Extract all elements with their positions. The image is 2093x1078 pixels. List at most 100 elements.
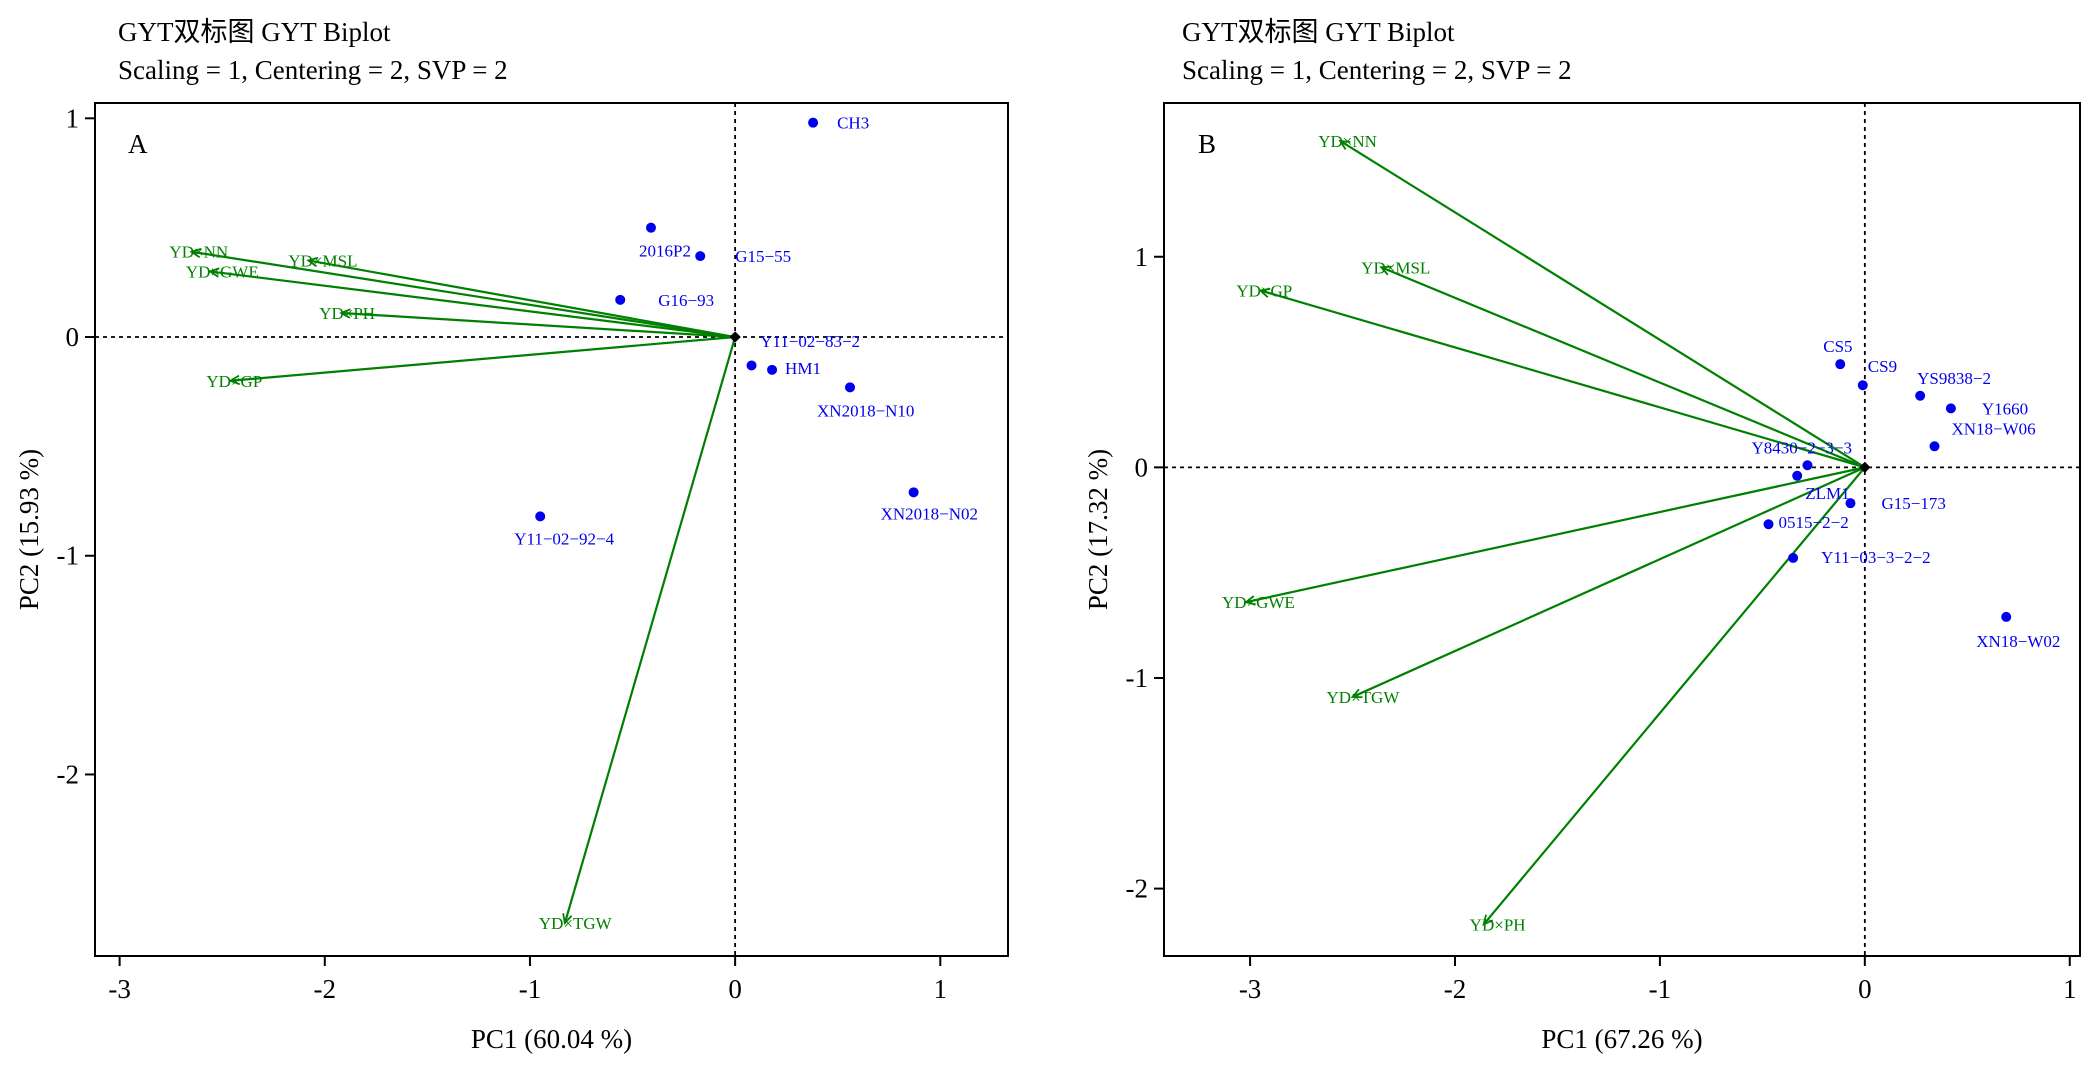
trait-vector — [1339, 139, 1866, 469]
trait-vector — [308, 259, 736, 339]
genotype-label: G15−55 — [735, 247, 791, 266]
trait-arrowhead — [1243, 595, 1256, 606]
x-tick-label: 1 — [934, 974, 948, 1004]
trait-label: YD×NN — [169, 243, 228, 262]
trait-label: YD×PH — [1470, 915, 1526, 934]
trait-label: YD×TGW — [539, 914, 613, 933]
y-tick-label: -2 — [57, 759, 80, 789]
trait-arrowhead — [228, 374, 241, 386]
y-tick-label: -1 — [1126, 663, 1149, 693]
genotype-label: 0515−2−2 — [1779, 513, 1849, 532]
x-tick-label: -1 — [519, 974, 542, 1004]
trait-label: YD×GP — [206, 372, 262, 391]
genotype-point — [1845, 498, 1856, 509]
x-tick-label: -2 — [314, 974, 337, 1004]
genotype-label: Y11−02−92−4 — [514, 529, 614, 548]
panel-letter: B — [1198, 129, 1216, 159]
genotype-label: G15−173 — [1881, 494, 1945, 513]
genotype-label: XN18−W02 — [1976, 632, 2060, 651]
genotype-label: CS9 — [1868, 357, 1897, 376]
trait-vector — [191, 250, 736, 339]
trait-label: YD×MSL — [1361, 258, 1430, 277]
panel-letter: A — [128, 129, 148, 159]
trait-vector — [1482, 466, 1866, 926]
genotype-label: Y8430−2−3−3 — [1751, 438, 1852, 457]
plot-frame — [1163, 102, 2081, 957]
y-tick-label: 0 — [1135, 452, 1149, 482]
trait-label: YD×TGW — [1327, 688, 1401, 707]
genotype-label: G16−93 — [658, 291, 714, 310]
y-tick-label: 1 — [66, 103, 80, 133]
genotype-point — [1792, 470, 1803, 481]
genotype-point — [1763, 519, 1774, 530]
genotype-point — [1857, 380, 1868, 391]
y-axis-title: PC2 (15.93 %) — [14, 449, 44, 610]
genotype-label: CH3 — [837, 114, 869, 133]
genotype-point — [1788, 552, 1799, 563]
genotype-point — [695, 251, 706, 262]
trait-arrowhead — [207, 267, 220, 278]
genotype-point — [646, 222, 657, 233]
trait-label: YD×GP — [1236, 281, 1292, 300]
genotype-point — [908, 487, 919, 498]
genotype-point — [845, 382, 856, 393]
trait-vector — [341, 311, 736, 339]
trait-arrowhead — [1258, 287, 1271, 298]
x-axis-title: PC1 (67.26 %) — [1541, 1024, 1702, 1054]
trait-arrowhead — [1379, 265, 1392, 276]
chart-title: GYT双标图 GYT Biplot — [118, 17, 391, 47]
trait-vector — [1245, 466, 1866, 604]
genotype-point — [615, 294, 626, 305]
genotype-label: XN2018−N10 — [817, 401, 914, 420]
genotype-point — [808, 117, 819, 128]
trait-label: YD×NN — [1318, 132, 1377, 151]
genotype-label: Y11−03−3−2−2 — [1821, 548, 1931, 567]
y-tick-label: 1 — [1135, 242, 1149, 272]
genotype-point — [1915, 390, 1926, 401]
trait-label: YD×PH — [319, 304, 375, 323]
trait-arrowhead — [562, 913, 573, 926]
origin-marker — [729, 331, 741, 343]
genotype-point — [1929, 441, 1940, 452]
genotype-label: YS9838−2 — [1917, 369, 1991, 388]
x-tick-label: 0 — [1858, 974, 1872, 1004]
genotype-point — [746, 360, 757, 371]
y-tick-label: -2 — [1126, 874, 1149, 904]
genotype-point — [1945, 403, 1956, 414]
trait-arrowhead — [339, 308, 351, 319]
genotype-label: Y1660 — [1982, 399, 2028, 418]
genotype-point — [1835, 359, 1846, 370]
genotype-point — [1802, 460, 1813, 471]
trait-arrowhead — [1338, 139, 1351, 150]
x-tick-label: -3 — [1239, 974, 1262, 1004]
x-tick-label: -2 — [1444, 974, 1467, 1004]
chart-subtitle: Scaling = 1, Centering = 2, SVP = 2 — [118, 55, 508, 85]
genotype-point — [2001, 611, 2012, 622]
genotype-point — [767, 364, 778, 375]
trait-vector — [1380, 266, 1866, 469]
trait-vector — [230, 335, 736, 382]
trait-arrowhead — [189, 247, 202, 259]
trait-label: YD×MSL — [288, 251, 357, 270]
genotype-label: XN2018−N02 — [881, 504, 978, 523]
genotype-label: HM1 — [785, 359, 821, 378]
trait-vector — [209, 270, 736, 339]
trait-label: YD×GWE — [186, 262, 259, 281]
genotype-label: CS5 — [1823, 337, 1852, 356]
origin-marker — [1859, 461, 1871, 474]
chart-subtitle: Scaling = 1, Centering = 2, SVP = 2 — [1182, 55, 1572, 85]
genotype-point — [535, 511, 546, 522]
trait-vector — [1260, 289, 1866, 469]
x-tick-label: -1 — [1649, 974, 1672, 1004]
x-tick-label: 1 — [2063, 974, 2077, 1004]
genotype-label: XN18−W06 — [1952, 419, 2036, 438]
genotype-label: Y11−02−83−2 — [760, 332, 860, 351]
biplot-panel-b: GYT双标图 GYT Biplot Scaling = 1, Centering… — [1083, 17, 2081, 1054]
y-tick-label: -1 — [57, 541, 80, 571]
trait-arrowhead — [1350, 688, 1363, 699]
x-tick-label: 0 — [728, 974, 742, 1004]
trait-vector — [1352, 466, 1866, 698]
genotype-label: ZLM1 — [1805, 484, 1849, 503]
